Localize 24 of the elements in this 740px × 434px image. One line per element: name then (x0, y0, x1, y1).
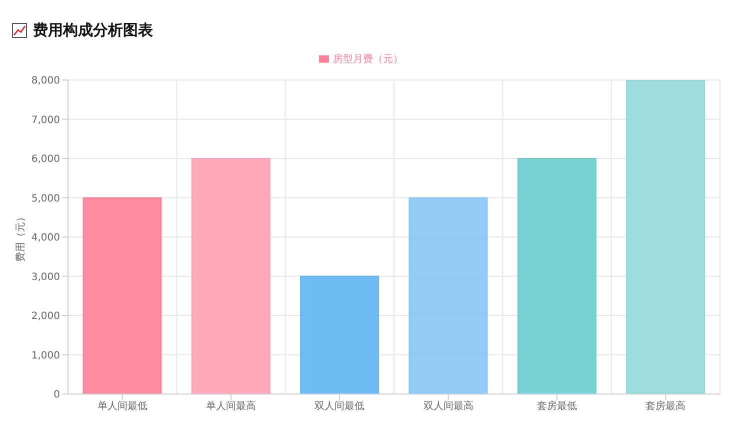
bar (408, 197, 488, 394)
x-tick-label: 套房最低 (537, 400, 577, 412)
y-tick-label: 4,000 (31, 232, 60, 244)
y-tick-label: 7,000 (31, 114, 60, 126)
y-tick-label: 6,000 (31, 154, 60, 166)
x-tick-label: 单人间最低 (97, 400, 148, 412)
y-tick-label: 8,000 (31, 76, 60, 87)
y-tick-label: 2,000 (31, 311, 60, 322)
legend-label: 房型月费（元） (333, 54, 403, 65)
y-tick-label: 3,000 (31, 272, 60, 283)
bar (191, 158, 270, 394)
x-tick-label: 双人间最高 (423, 400, 474, 412)
x-tick-label: 双人间最低 (314, 400, 365, 412)
x-tick-label: 单人间最高 (206, 400, 256, 412)
bar (517, 158, 596, 394)
y-tick-label: 0 (54, 390, 60, 401)
y-tick-label: 5,000 (31, 193, 60, 204)
bar (82, 197, 162, 394)
y-tick-label: 1,000 (31, 350, 60, 362)
bar (300, 276, 380, 394)
bar (626, 80, 706, 394)
y-axis-title: 费用（元） (14, 212, 27, 262)
chart-title: 费用构成分析图表 (33, 20, 153, 40)
x-tick-label: 套房最高 (646, 400, 686, 412)
